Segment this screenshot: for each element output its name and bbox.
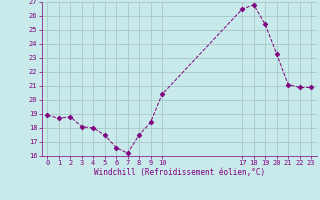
X-axis label: Windchill (Refroidissement éolien,°C): Windchill (Refroidissement éolien,°C) bbox=[94, 168, 265, 177]
